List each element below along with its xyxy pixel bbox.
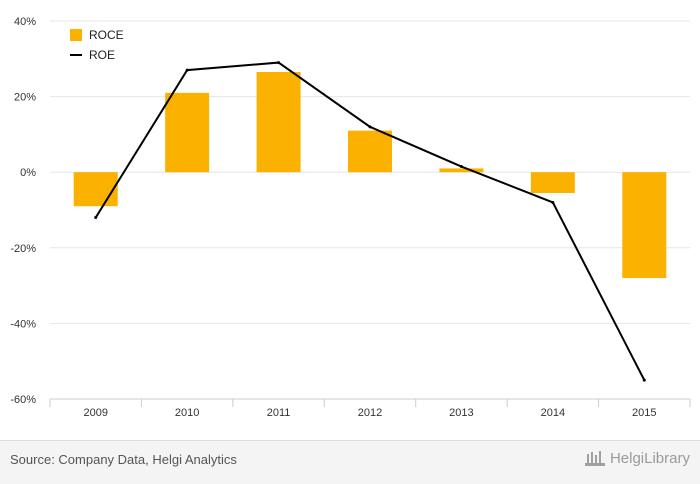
gridlines [50,20,690,400]
roce-bar-2012[interactable] [348,130,392,173]
roe-line [94,61,646,382]
x-tick-label: 2012 [358,407,382,419]
building-icon [584,451,605,466]
x-tick-label: 2013 [449,407,473,419]
roe-point-2009[interactable] [94,216,98,220]
roce-bar-2009[interactable] [73,172,118,207]
y-tick-label: 0% [20,167,36,179]
x-tick-label: 2009 [83,407,107,419]
footer: Source: Company Data, Helgi Analytics He… [0,440,700,484]
brand-name: HelgiLibrary [609,449,690,467]
x-tick-label: 2015 [632,407,656,419]
x-tick-label: 2011 [267,407,291,419]
roce-bar-2015[interactable] [622,172,667,279]
roce-bar-2010[interactable] [165,92,210,173]
y-tick-label: 40% [14,16,36,28]
roce-bars [73,72,667,279]
y-tick-label: 20% [14,92,36,104]
source-text: Source: Company Data, Helgi Analytics [10,452,237,467]
roce-roe-chart: 40% 20% 0% -20% -40% -60% 2009 2010 2011 2012 201… [10,16,691,419]
roe-point-2011[interactable] [277,61,281,65]
y-tick-label: -20% [10,243,36,255]
x-tick-label: 2010 [175,407,199,419]
x-tick-label: 2014 [541,407,565,419]
roce-bar-2013[interactable] [439,168,484,173]
roe-point-2014[interactable] [551,200,555,204]
y-tick-label: -60% [10,394,36,406]
helgi-library-logo[interactable]: HelgiLibrary [584,449,690,467]
roe-point-2010[interactable] [185,68,189,72]
y-tick-label: -40% [10,318,36,330]
legend: ROCE ROE [70,28,124,62]
roe-point-2015[interactable] [642,378,646,382]
x-axis: 2009 2010 2011 2012 2013 2014 2015 [49,398,691,419]
legend-label-roe: ROE [89,48,115,62]
roe-point-2013[interactable] [459,165,463,169]
legend-label-roce: ROCE [89,28,124,42]
roce-bar-2011[interactable] [256,72,301,173]
roe-point-2012[interactable] [368,125,372,129]
legend-swatch-roce [70,29,82,41]
y-axis: 40% 20% 0% -20% -40% -60% [10,16,36,406]
roce-bar-2014[interactable] [530,172,575,193]
